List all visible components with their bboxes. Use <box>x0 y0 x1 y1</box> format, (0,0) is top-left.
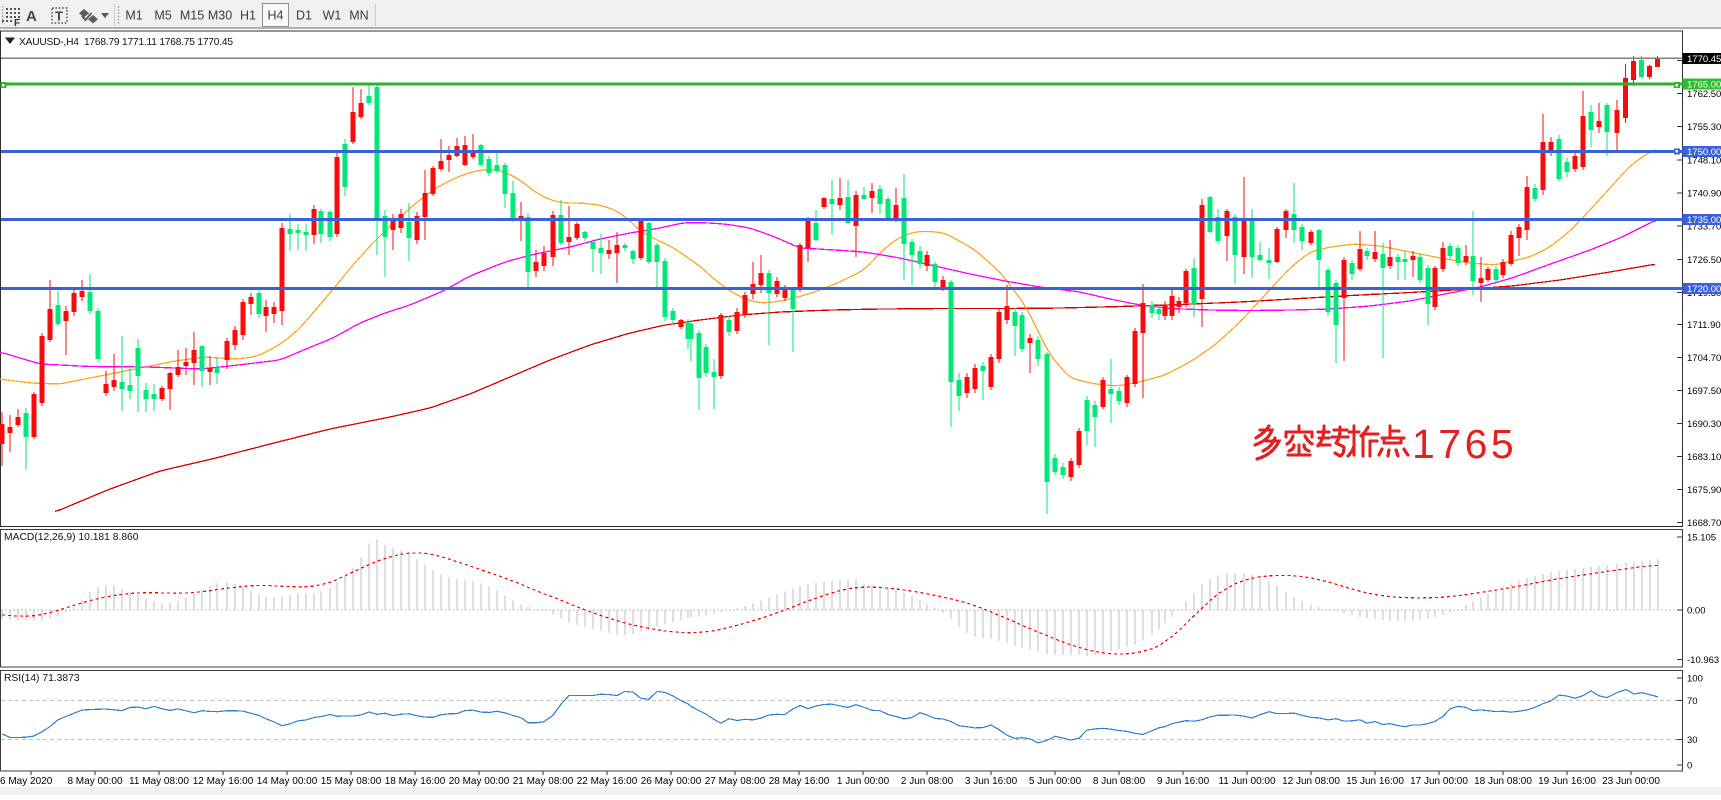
svg-text:3 Jun 16:00: 3 Jun 16:00 <box>965 776 1018 787</box>
svg-text:11 Jun 00:00: 11 Jun 00:00 <box>1218 776 1276 787</box>
svg-text:21 May 08:00: 21 May 08:00 <box>513 776 574 787</box>
svg-text:0: 0 <box>1687 761 1692 772</box>
svg-text:9 Jun 16:00: 9 Jun 16:00 <box>1157 776 1210 787</box>
svg-text:1765.00: 1765.00 <box>1687 80 1721 91</box>
svg-text:15 Jun 16:00: 15 Jun 16:00 <box>1346 776 1404 787</box>
svg-text:30: 30 <box>1687 735 1698 746</box>
svg-text:6 May 2020: 6 May 2020 <box>0 776 53 787</box>
svg-text:8 Jun 08:00: 8 Jun 08:00 <box>1093 776 1146 787</box>
svg-text:M1: M1 <box>125 9 142 23</box>
svg-text:-10.963: -10.963 <box>1687 655 1719 666</box>
svg-text:27 May 08:00: 27 May 08:00 <box>705 776 766 787</box>
svg-text:26 May 00:00: 26 May 00:00 <box>641 776 702 787</box>
svg-text:H1: H1 <box>240 9 256 23</box>
svg-text:12 Jun 08:00: 12 Jun 08:00 <box>1282 776 1340 787</box>
svg-text:100: 100 <box>1687 674 1703 685</box>
svg-text:15 May 08:00: 15 May 08:00 <box>321 776 382 787</box>
svg-text:5 Jun 00:00: 5 Jun 00:00 <box>1029 776 1082 787</box>
svg-text:1740.90: 1740.90 <box>1687 189 1721 200</box>
svg-text:18 Jun 08:00: 18 Jun 08:00 <box>1474 776 1532 787</box>
svg-text:W1: W1 <box>323 9 342 23</box>
svg-text:M30: M30 <box>208 9 232 23</box>
svg-text:15.105: 15.105 <box>1687 532 1716 543</box>
svg-text:RSI(14) 71.3873: RSI(14) 71.3873 <box>4 673 80 684</box>
svg-text:1683.10: 1683.10 <box>1687 452 1721 463</box>
svg-text:1675.90: 1675.90 <box>1687 485 1721 496</box>
svg-text:28 May 16:00: 28 May 16:00 <box>769 776 830 787</box>
svg-text:1 Jun 00:00: 1 Jun 00:00 <box>837 776 890 787</box>
svg-text:11 May 08:00: 11 May 08:00 <box>129 776 189 787</box>
svg-text:1770.45: 1770.45 <box>1687 54 1721 65</box>
svg-text:20 May 00:00: 20 May 00:00 <box>449 776 510 787</box>
svg-text:22 May 16:00: 22 May 16:00 <box>577 776 638 787</box>
svg-text:MACD(12,26,9) 10.181 8.860: MACD(12,26,9) 10.181 8.860 <box>4 532 139 543</box>
svg-text:M15: M15 <box>180 9 204 23</box>
svg-text:19 Jun 16:00: 19 Jun 16:00 <box>1538 776 1596 787</box>
svg-text:MN: MN <box>349 9 368 23</box>
svg-text:1720.00: 1720.00 <box>1687 284 1721 295</box>
svg-text:H4: H4 <box>268 9 284 23</box>
svg-text:1690.30: 1690.30 <box>1687 419 1721 430</box>
svg-text:F: F <box>14 18 20 29</box>
svg-text:1750.00: 1750.00 <box>1687 147 1721 158</box>
svg-text:1735.00: 1735.00 <box>1687 215 1721 226</box>
svg-text:XAUUSD-,H4 1768.79 1771.11 17: XAUUSD-,H4 1768.79 1771.11 1768.75 1770.… <box>19 37 233 48</box>
svg-text:23 Jun 00:00: 23 Jun 00:00 <box>1602 776 1660 787</box>
svg-text:14 May 00:00: 14 May 00:00 <box>257 776 318 787</box>
svg-text:18 May 16:00: 18 May 16:00 <box>385 776 446 787</box>
svg-text:0.00: 0.00 <box>1687 606 1706 617</box>
svg-text:1726.50: 1726.50 <box>1687 255 1721 266</box>
svg-text:1755.30: 1755.30 <box>1687 122 1721 133</box>
svg-text:1765: 1765 <box>1412 421 1517 467</box>
svg-text:T: T <box>55 9 63 24</box>
svg-text:1668.70: 1668.70 <box>1687 518 1721 529</box>
svg-text:M5: M5 <box>154 9 171 23</box>
svg-text:A: A <box>26 8 37 25</box>
svg-text:1704.70: 1704.70 <box>1687 353 1721 364</box>
svg-text:12 May 16:00: 12 May 16:00 <box>193 776 254 787</box>
svg-text:8 May 00:00: 8 May 00:00 <box>67 776 122 787</box>
svg-text:D1: D1 <box>296 9 312 23</box>
svg-text:17 Jun 00:00: 17 Jun 00:00 <box>1410 776 1468 787</box>
svg-text:1697.50: 1697.50 <box>1687 386 1721 397</box>
svg-text:2 Jun 08:00: 2 Jun 08:00 <box>901 776 954 787</box>
svg-text:1711.90: 1711.90 <box>1687 320 1721 331</box>
svg-text:70: 70 <box>1687 696 1698 707</box>
